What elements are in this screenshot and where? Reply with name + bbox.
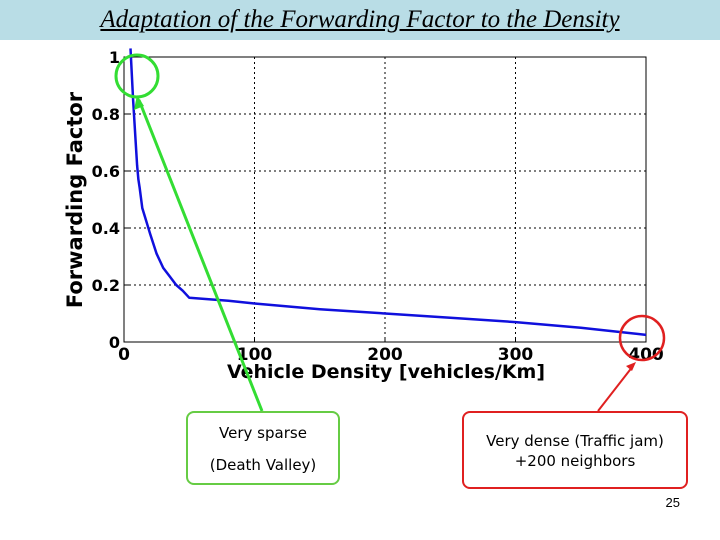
- dense-highlight-circle: [618, 314, 666, 362]
- sparse-callout: Very sparse (Death Valley): [186, 411, 340, 485]
- x-tick-label: 100: [237, 345, 273, 365]
- dense-callout-line2: +200 neighbors: [514, 452, 636, 470]
- series: [129, 48, 647, 337]
- dense-callout: Very dense (Traffic jam) +200 neighbors: [462, 411, 688, 489]
- sparse-highlight-circle: [114, 53, 160, 99]
- sparse-pointer-line: [137, 99, 264, 412]
- x-tick-label: 400: [628, 345, 664, 365]
- y-tick-label: 0.2: [92, 276, 120, 295]
- y-axis-label: Forwarding Factor: [63, 91, 87, 308]
- dense-pointer-arrowhead: [626, 362, 636, 371]
- x-tick-label: 300: [498, 345, 534, 365]
- y-tick-label: 0: [109, 333, 120, 352]
- sparse-callout-line1: Very sparse: [219, 424, 307, 442]
- sparse-pointer-arrowhead: [134, 95, 144, 110]
- x-axis-label: Vehicle Density [vehicles/Km]: [227, 361, 545, 383]
- sparse-callout-line2: (Death Valley): [209, 456, 317, 474]
- y-tick-label: 0.6: [92, 162, 120, 181]
- title-bar: [0, 0, 720, 40]
- y-tick-label: 0.8: [92, 105, 120, 124]
- y-tick-label: 0.4: [92, 219, 120, 238]
- axis-ticks: 0 100 200 300 400 0 0.2 0.4 0.6 0.8 1: [92, 48, 664, 365]
- dense-callout-line1: Very dense (Traffic jam): [486, 432, 664, 450]
- slide-title: Adaptation of the Forwarding Factor to t…: [100, 6, 620, 33]
- y-tick-label: 1: [109, 48, 120, 67]
- x-tick-label: 200: [367, 345, 403, 365]
- page-number: 25: [665, 495, 680, 510]
- series-line: [129, 48, 647, 337]
- x-tick-label: 0: [118, 345, 130, 365]
- dense-pointer-line: [597, 365, 634, 412]
